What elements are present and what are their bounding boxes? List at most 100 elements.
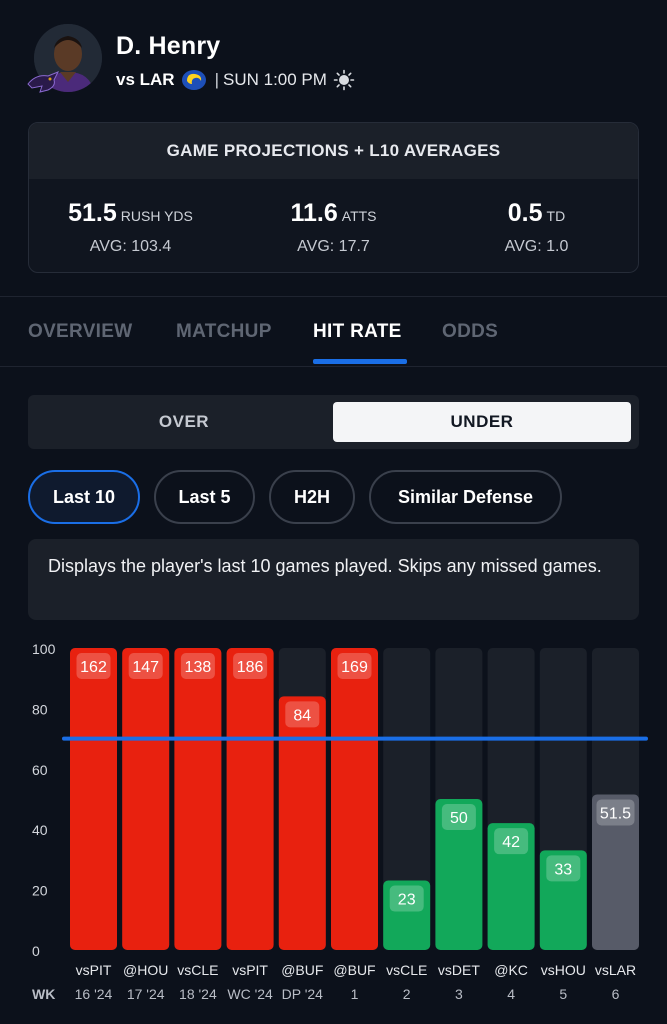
x-category-label: vsDET [438, 962, 480, 978]
x-category-label: vsHOU [541, 962, 586, 978]
y-tick-label: 100 [32, 641, 56, 657]
bar-value-label: 23 [398, 892, 416, 909]
x-week-label: DP '24 [282, 986, 324, 1002]
x-week-label: 2 [403, 986, 411, 1002]
bar [70, 648, 117, 950]
bar-value-label: 162 [80, 659, 107, 676]
projection-value: 0.5 [507, 199, 543, 227]
bar [331, 648, 378, 950]
bar-value-label: 42 [502, 834, 520, 851]
bar-label-badge [233, 653, 268, 679]
x-category-label: vsPIT [76, 962, 112, 978]
projection-atts: 11.6 ATTS AVG: 17.7 [232, 179, 435, 272]
opponent-label: vs LAR [116, 70, 175, 89]
y-tick-label: 80 [32, 701, 48, 717]
bar-label-badge [180, 653, 215, 679]
bar-label-badge [128, 653, 163, 679]
x-week-label: 6 [612, 986, 620, 1002]
bar [122, 648, 170, 950]
bar [383, 880, 431, 950]
bar-track [383, 648, 431, 950]
x-week-label: 16 '24 [75, 986, 113, 1002]
x-category-label: vsPIT [232, 962, 268, 978]
x-category-label: @KC [494, 962, 528, 978]
bar-label-badge [596, 799, 635, 826]
projections-card: GAME PROJECTIONS + L10 AVERAGES 51.5 RUS… [28, 122, 639, 273]
bar [487, 823, 535, 950]
x-week-label: 17 '24 [127, 986, 165, 1002]
bar-value-label: 186 [237, 659, 264, 676]
bar [226, 648, 274, 950]
x-week-label: 5 [559, 986, 567, 1002]
projection-rush-yds: 51.5 RUSH YDS AVG: 103.4 [29, 179, 232, 272]
filter-h2h[interactable]: H2H [269, 470, 355, 524]
game-time: SUN 1:00 PM [223, 70, 327, 89]
bar-label-badge [389, 885, 424, 912]
over-option[interactable]: OVER [158, 412, 210, 431]
projection-value: 11.6 [290, 199, 338, 227]
bar-value-label: 33 [554, 861, 572, 878]
tab-odds[interactable]: ODDS [442, 321, 499, 342]
projection-avg: AVG: 103.4 [89, 238, 172, 255]
game-info: vs LAR | SUN 1:00 PM [116, 68, 355, 92]
ravens-logo-icon [27, 71, 60, 93]
bar-label-badge [441, 804, 476, 830]
active-tab-indicator [313, 359, 407, 364]
tab-matchup[interactable]: MATCHUP [176, 321, 272, 342]
x-week-label: 1 [351, 986, 359, 1002]
x-week-label: 3 [455, 986, 463, 1002]
bar-value-label: 169 [341, 659, 368, 676]
x-category-label: vsCLE [386, 962, 427, 978]
bar [539, 850, 587, 950]
player-header: D. Henry vs LAR | SUN 1:00 PM [0, 0, 667, 110]
filter-last-5[interactable]: Last 5 [154, 470, 255, 524]
x-week-label: 4 [507, 986, 515, 1002]
projections-title: GAME PROJECTIONS + L10 AVERAGES [29, 123, 638, 179]
bar-label-badge [546, 855, 581, 882]
projection-avg: AVG: 1.0 [504, 238, 569, 255]
bar-label-badge [494, 828, 529, 855]
under-option[interactable]: UNDER [333, 402, 631, 442]
bar [174, 648, 222, 950]
player-name: D. Henry [116, 32, 221, 60]
bar-value-label: 50 [450, 810, 468, 827]
rams-logo-icon [181, 70, 206, 90]
bar-value-label: 147 [132, 659, 159, 676]
bar-label-badge [285, 701, 320, 728]
y-tick-label: 20 [32, 883, 48, 899]
y-tick-label: 40 [32, 822, 48, 838]
tab-hit-rate[interactable]: HIT RATE [313, 321, 402, 342]
filter-description: Displays the player's last 10 games play… [28, 539, 639, 620]
over-under-toggle: OVER UNDER [28, 395, 639, 449]
bar-value-label: 138 [185, 659, 212, 676]
tab-bar: OVERVIEW MATCHUP HIT RATE ODDS [0, 296, 667, 367]
x-category-label: @BUF [333, 962, 375, 978]
separator: | [214, 70, 219, 89]
projection-value: 51.5 [68, 199, 117, 227]
projection-avg: AVG: 17.7 [297, 238, 370, 255]
x-category-label: @HOU [123, 962, 168, 978]
y-tick-label: 60 [32, 762, 48, 778]
filter-similar-defense[interactable]: Similar Defense [369, 470, 562, 524]
bar-value-label: 84 [293, 707, 311, 724]
sun-icon [333, 69, 355, 91]
x-category-label: vsLAR [595, 962, 636, 978]
projections-stats: 51.5 RUSH YDS AVG: 103.4 11.6 ATTS AVG: … [29, 179, 638, 272]
projection-unit: TD [546, 208, 566, 224]
projection-unit: ATTS [341, 208, 377, 224]
bar [278, 696, 326, 950]
x-category-label: @BUF [281, 962, 323, 978]
projection-unit: RUSH YDS [120, 208, 193, 224]
bar [435, 799, 483, 950]
x-category-label: vsCLE [177, 962, 218, 978]
bar-label-badge [337, 653, 372, 679]
x-week-label: 18 '24 [179, 986, 217, 1002]
bar-label-badge [76, 653, 111, 679]
y-tick-label: 0 [32, 943, 40, 959]
bar [592, 794, 639, 950]
tab-overview[interactable]: OVERVIEW [28, 321, 133, 342]
bar-value-label: 51.5 [600, 805, 631, 822]
filter-last-10[interactable]: Last 10 [28, 470, 140, 524]
hit-rate-chart: 0 20 40 60 80 100 162 vsPIT 16 '24 147 @HOU 17 '24 1… [0, 630, 667, 1024]
